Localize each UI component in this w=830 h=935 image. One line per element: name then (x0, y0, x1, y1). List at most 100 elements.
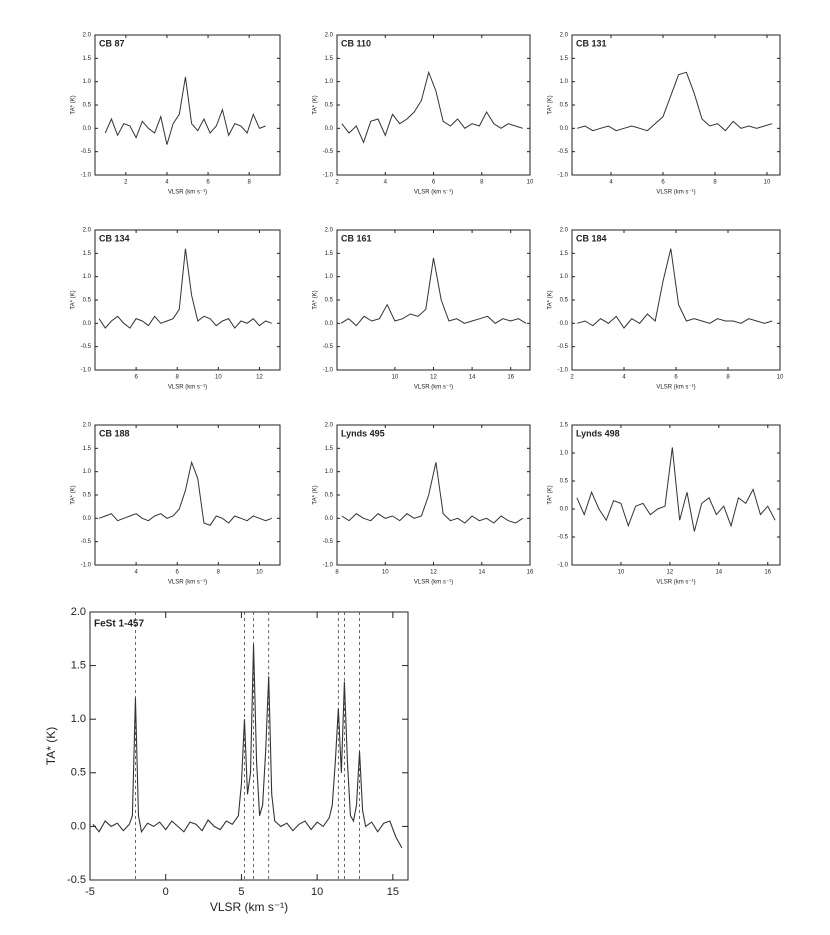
x-tick-label: 2 (124, 180, 128, 186)
y-tick-label: -0.5 (323, 149, 334, 155)
x-tick-label: 16 (507, 375, 514, 381)
panel: -1.0 -0.5 0.0 0.5 1.0 1.5 2.0 6 8 10 12 CB 134 VLSR … (71, 228, 281, 391)
x-tick-label: 10 (382, 570, 389, 576)
panel: -0.5 0.0 0.5 1.0 1.5 2.0 -5 0 5 10 15 FeSt 1-457 VLS… (44, 606, 409, 914)
spectrum-line (340, 257, 527, 327)
y-tick-label: -1.0 (81, 563, 92, 569)
x-tick-label: 12 (256, 375, 263, 381)
y-axis-label: TA* (K) (44, 727, 58, 765)
x-axis-label: VLSR (km s⁻¹) (168, 190, 207, 196)
y-axis-label: TA* (K) (313, 290, 319, 309)
x-axis-label: VLSR (km s⁻¹) (414, 190, 453, 196)
y-tick-label: 1.0 (325, 79, 334, 85)
y-tick-label: 0.0 (560, 321, 569, 327)
y-tick-label: 1.5 (560, 423, 569, 429)
x-axis-label: VLSR (km s⁻¹) (414, 580, 453, 586)
x-tick-label: 4 (165, 180, 169, 186)
y-axis-label: TA* (K) (71, 95, 77, 114)
y-tick-label: 0.5 (325, 298, 334, 304)
y-tick-label: 0.5 (325, 493, 334, 499)
y-tick-label: 0.0 (325, 321, 334, 327)
plot-frame (94, 229, 281, 371)
y-tick-label: 1.5 (560, 251, 569, 257)
x-tick-label: 4 (609, 180, 613, 186)
y-tick-label: 1.0 (71, 713, 86, 725)
y-tick-label: -1.0 (81, 368, 92, 374)
y-tick-label: 0.0 (83, 126, 92, 132)
y-tick-label: 1.0 (560, 274, 569, 280)
y-tick-label: 1.5 (325, 446, 334, 452)
plot-frame (336, 229, 531, 371)
x-tick-label: 6 (176, 570, 180, 576)
x-tick-label: 10 (618, 570, 625, 576)
spectrum-line (98, 460, 272, 526)
y-tick-label: -1.0 (558, 563, 569, 569)
x-tick-label: 10 (777, 375, 784, 381)
plot-frame (89, 611, 409, 881)
x-tick-label: 14 (478, 570, 485, 576)
x-tick-label: 8 (480, 180, 484, 186)
panel: -1.0 -0.5 0.0 0.5 1.0 1.5 2.0 4 6 8 10 CB 131 VLSR (… (548, 33, 781, 196)
x-tick-label: 6 (432, 180, 436, 186)
y-tick-label: 1.5 (83, 251, 92, 257)
panel-title: CB 87 (99, 38, 125, 48)
y-tick-label: -1.0 (323, 368, 334, 374)
y-tick-label: 1.0 (325, 469, 334, 475)
plot-frame (571, 424, 781, 566)
x-tick-label: 16 (527, 570, 534, 576)
x-tick-label: 14 (715, 570, 722, 576)
panel-title: FeSt 1-457 (94, 619, 144, 630)
panel: -1.0 -0.5 0.0 0.5 1.0 1.5 2.0 8 10 12 14 16 Lynds 49… (313, 423, 534, 586)
y-tick-label: 2.0 (83, 33, 92, 39)
x-tick-label: 6 (206, 180, 210, 186)
x-axis-label: VLSR (km s⁻¹) (656, 580, 695, 586)
y-tick-label: -0.5 (67, 874, 86, 886)
x-tick-label: 4 (134, 570, 138, 576)
x-tick-label: 6 (661, 180, 665, 186)
y-tick-label: 0.0 (560, 126, 569, 132)
y-tick-label: -1.0 (323, 173, 334, 179)
x-axis-label: VLSR (km s⁻¹) (168, 385, 207, 391)
y-tick-label: -0.5 (81, 539, 92, 545)
x-tick-label: 6 (134, 375, 138, 381)
x-tick-label: 12 (667, 570, 674, 576)
plot-frame (571, 229, 781, 371)
x-tick-label: 8 (176, 375, 180, 381)
panel: -1.0 -0.5 0.0 0.5 1.0 1.5 2.0 2 4 6 8 10 CB 184 VLSR … (548, 228, 784, 391)
x-tick-label: 0 (163, 886, 169, 898)
y-tick-label: 1.5 (325, 56, 334, 62)
y-tick-label: 1.0 (83, 469, 92, 475)
y-tick-label: 1.0 (83, 274, 92, 280)
y-tick-label: 0.5 (325, 103, 334, 109)
y-tick-label: -0.5 (558, 149, 569, 155)
x-tick-label: 10 (527, 180, 534, 186)
x-tick-label: 4 (384, 180, 388, 186)
y-tick-label: 0.0 (325, 126, 334, 132)
panel-title: CB 184 (576, 233, 607, 243)
y-tick-label: 2.0 (83, 423, 92, 429)
y-tick-label: 0.5 (71, 767, 86, 779)
y-tick-label: 0.0 (325, 516, 334, 522)
y-tick-label: 2.0 (560, 228, 569, 234)
x-axis-label: VLSR (km s⁻¹) (656, 385, 695, 391)
y-axis-label: TA* (K) (548, 95, 554, 114)
y-tick-label: 0.5 (560, 479, 569, 485)
y-tick-label: -1.0 (323, 563, 334, 569)
y-tick-label: 1.5 (83, 56, 92, 62)
spectrum-line (104, 76, 266, 145)
y-tick-label: 2.0 (325, 33, 334, 39)
y-tick-label: 2.0 (325, 423, 334, 429)
panel-title: CB 134 (99, 233, 130, 243)
plot-frame (571, 34, 781, 176)
x-tick-label: 5 (238, 886, 244, 898)
spectrum-line (98, 248, 272, 329)
x-tick-label: 16 (764, 570, 771, 576)
y-tick-label: 0.0 (83, 516, 92, 522)
x-axis-label: VLSR (km s⁻¹) (168, 580, 207, 586)
plot-frame (336, 424, 531, 566)
x-tick-label: 14 (469, 375, 476, 381)
y-tick-label: -0.5 (323, 539, 334, 545)
y-axis-label: TA* (K) (71, 290, 77, 309)
panel-title: CB 161 (341, 233, 372, 243)
